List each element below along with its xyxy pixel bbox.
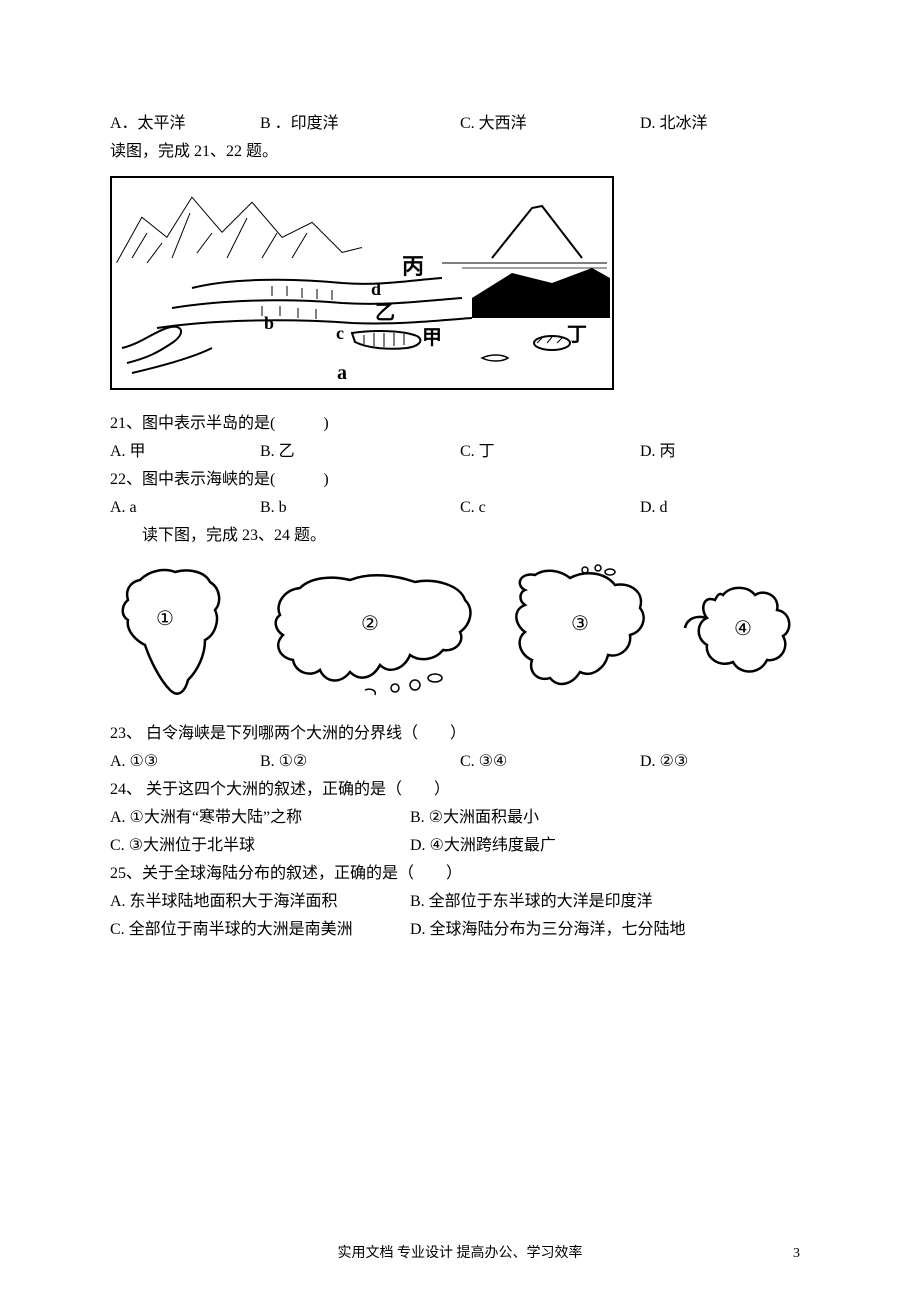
option-b: B. 乙 xyxy=(260,438,460,466)
intro-21-22: 读图，完成 21、22 题。 xyxy=(110,138,810,166)
option-a: A．太平洋 xyxy=(110,110,260,138)
option-d: D. 丙 xyxy=(640,438,810,466)
intro-23-24: 读下图，完成 23、24 题。 xyxy=(110,522,810,550)
page-number: 3 xyxy=(793,1246,800,1262)
figure2-label-4: ④ xyxy=(734,618,752,640)
footer-text: 实用文档 专业设计 提高办公、学习效率 xyxy=(0,1242,920,1262)
q22-stem: 22、图中表示海峡的是( ) xyxy=(110,466,810,494)
figure1-label-a: a xyxy=(337,356,347,390)
figure-2: ① ② ③ ④ xyxy=(110,560,810,710)
q25-options-row1: A. 东半球陆地面积大于海洋面积 B. 全部位于东半球的大洋是印度洋 xyxy=(110,888,810,916)
prev-question-options: A．太平洋 B ．印度洋 C. 大西洋 D. 北冰洋 xyxy=(110,110,810,138)
option-a: A. ①③ xyxy=(110,748,260,776)
landscape-diagram xyxy=(112,178,612,388)
continent-1-icon: ① xyxy=(110,560,250,710)
q24-options-row1: A. ①大洲有“寒带大陆”之称 B. ②大洲面积最小 xyxy=(110,804,810,832)
figure2-label-1: ① xyxy=(156,608,174,630)
continent-4-icon: ④ xyxy=(675,560,805,710)
continent-3-icon: ③ xyxy=(500,560,660,710)
option-a: A. 甲 xyxy=(110,438,260,466)
option-b: B ．印度洋 xyxy=(260,110,460,138)
q21-stem: 21、图中表示半岛的是( ) xyxy=(110,410,810,438)
option-d: D. 北冰洋 xyxy=(640,110,810,138)
option-c: C. 全部位于南半球的大洲是南美洲 xyxy=(110,916,410,944)
q21-options: A. 甲 B. 乙 C. 丁 D. 丙 xyxy=(110,438,810,466)
option-d: D. d xyxy=(640,494,810,522)
option-a: A. a xyxy=(110,494,260,522)
figure1-label-jia: 甲 xyxy=(422,321,442,356)
option-a: A. 东半球陆地面积大于海洋面积 xyxy=(110,888,410,916)
q25-stem: 25、关于全球海陆分布的叙述，正确的是（ ） xyxy=(110,860,810,888)
option-d: D. 全球海陆分布为三分海洋，七分陆地 xyxy=(410,916,710,944)
option-c: C. ③④ xyxy=(460,748,640,776)
option-b: B. ①② xyxy=(260,748,460,776)
figure2-label-2: ② xyxy=(361,613,379,635)
q24-stem: 24、 关于这四个大洲的叙述，正确的是（ ） xyxy=(110,776,810,804)
option-c: C. 大西洋 xyxy=(460,110,640,138)
option-c: C. 丁 xyxy=(460,438,640,466)
q23-stem: 23、 白令海峡是下列哪两个大洲的分界线（ ） xyxy=(110,720,810,748)
option-b: B. ②大洲面积最小 xyxy=(410,804,710,832)
figure1-label-d: d xyxy=(371,274,381,306)
figure1-label-c: c xyxy=(336,318,344,350)
q23-options: A. ①③ B. ①② C. ③④ D. ②③ xyxy=(110,748,810,776)
figure1-label-b: b xyxy=(264,308,274,340)
continent-2-icon: ② xyxy=(265,560,485,710)
figure2-label-3: ③ xyxy=(571,613,589,635)
option-c: C. c xyxy=(460,494,640,522)
q22-options: A. a B. b C. c D. d xyxy=(110,494,810,522)
option-b: B. 全部位于东半球的大洋是印度洋 xyxy=(410,888,710,916)
q25-options-row2: C. 全部位于南半球的大洲是南美洲 D. 全球海陆分布为三分海洋，七分陆地 xyxy=(110,916,810,944)
figure1-label-bing: 丙 xyxy=(402,248,424,287)
option-b: B. b xyxy=(260,494,460,522)
figure1-label-ding: 丁 xyxy=(567,318,587,353)
option-d: D. ④大洲跨纬度最广 xyxy=(410,832,710,860)
option-a: A. ①大洲有“寒带大陆”之称 xyxy=(110,804,410,832)
option-d: D. ②③ xyxy=(640,748,810,776)
q24-options-row2: C. ③大洲位于北半球 D. ④大洲跨纬度最广 xyxy=(110,832,810,860)
figure-1: 丙 乙 甲 丁 a b c d xyxy=(110,176,810,390)
option-c: C. ③大洲位于北半球 xyxy=(110,832,410,860)
